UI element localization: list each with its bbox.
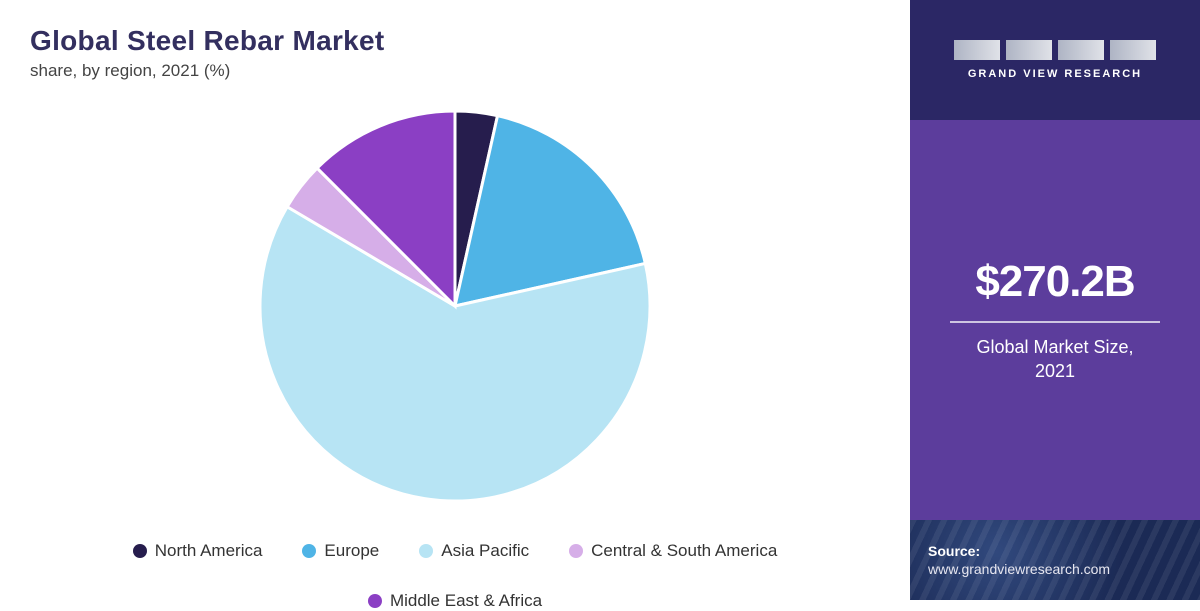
legend-item: North America	[133, 541, 263, 561]
chart-subtitle: share, by region, 2021 (%)	[30, 61, 880, 81]
stat-label-line1: Global Market Size,	[976, 337, 1133, 357]
stat-divider	[950, 321, 1160, 323]
legend-label: North America	[155, 541, 263, 561]
source-url: www.grandviewresearch.com	[928, 561, 1182, 577]
legend-dot-icon	[419, 544, 433, 558]
legend-label: Middle East & Africa	[390, 591, 542, 611]
legend-item: Asia Pacific	[419, 541, 529, 561]
legend-dot-icon	[569, 544, 583, 558]
chart-legend: North America Europe Asia Pacific Central &…	[30, 541, 880, 611]
source-block: Source: www.grandviewresearch.com	[910, 520, 1200, 600]
pie-chart	[45, 91, 865, 521]
pie-chart-wrapper	[30, 91, 880, 521]
legend-label: Asia Pacific	[441, 541, 529, 561]
brand-logo-icon	[954, 40, 1156, 60]
legend-item: Europe	[302, 541, 379, 561]
source-label: Source:	[928, 543, 1182, 559]
sidebar: GRAND VIEW RESEARCH $270.2B Global Marke…	[910, 0, 1200, 600]
brand-logo-text: GRAND VIEW RESEARCH	[968, 68, 1142, 80]
chart-title: Global Steel Rebar Market	[30, 25, 880, 57]
legend-dot-icon	[133, 544, 147, 558]
legend-dot-icon	[368, 594, 382, 608]
legend-dot-icon	[302, 544, 316, 558]
chart-panel: Global Steel Rebar Market share, by regi…	[0, 0, 910, 600]
brand-logo-block: GRAND VIEW RESEARCH	[910, 0, 1200, 120]
stat-label-line2: 2021	[1035, 361, 1075, 381]
legend-item: Central & South America	[569, 541, 777, 561]
stat-label: Global Market Size, 2021	[976, 335, 1133, 384]
stat-value: $270.2B	[975, 257, 1134, 307]
legend-label: Europe	[324, 541, 379, 561]
legend-label: Central & South America	[591, 541, 777, 561]
stat-block: $270.2B Global Market Size, 2021	[910, 120, 1200, 520]
legend-item: Middle East & Africa	[368, 591, 542, 611]
root-container: Global Steel Rebar Market share, by regi…	[0, 0, 1200, 600]
